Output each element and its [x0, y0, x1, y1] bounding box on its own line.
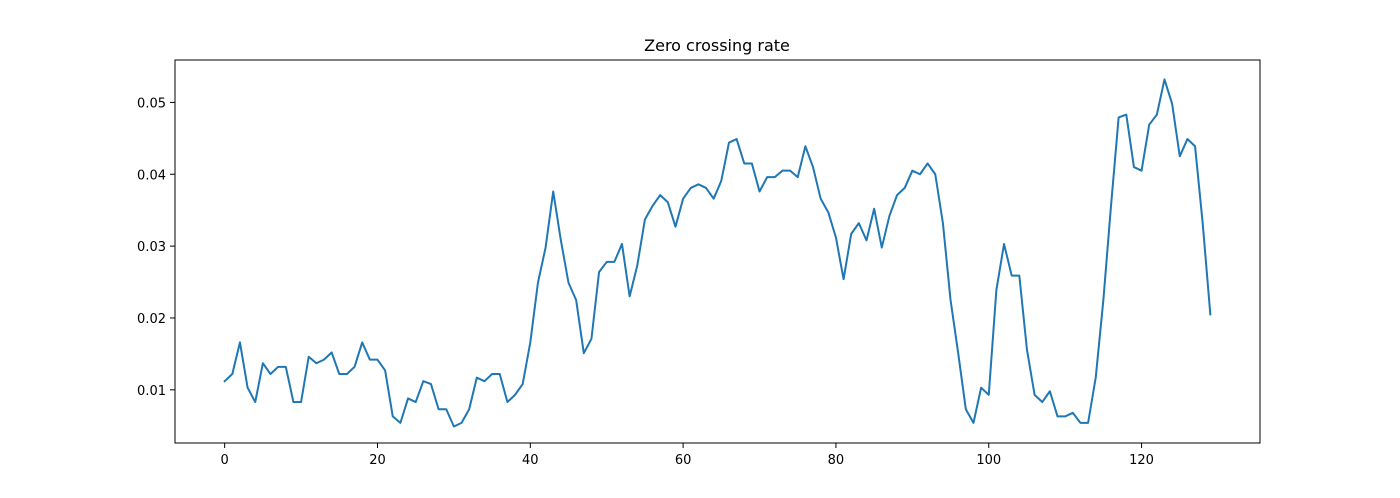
- series-line-0: [223, 78, 1212, 428]
- x-tick-label: 0: [221, 453, 229, 468]
- x-tick-label: 40: [522, 453, 539, 468]
- x-tick-label: 20: [369, 453, 386, 468]
- x-tick-label: 80: [828, 453, 845, 468]
- y-tick-label: 0.03: [137, 240, 166, 255]
- tick-marks: 0 20 40 60 80 100 120 0.01 0.02 0.03 0.04 0.05: [137, 96, 1154, 468]
- plot-area-frame: [174, 59, 1261, 444]
- series-layer: [223, 78, 1212, 428]
- y-tick-label: 0.02: [137, 312, 166, 327]
- x-tick-label: 120: [1129, 453, 1154, 468]
- chart-title: Zero crossing rate: [644, 36, 790, 55]
- x-tick-label: 60: [675, 453, 692, 468]
- y-tick-label: 0.05: [137, 96, 166, 111]
- y-tick-label: 0.01: [137, 384, 166, 399]
- x-tick-label: 100: [976, 453, 1001, 468]
- y-tick-label: 0.04: [137, 168, 166, 183]
